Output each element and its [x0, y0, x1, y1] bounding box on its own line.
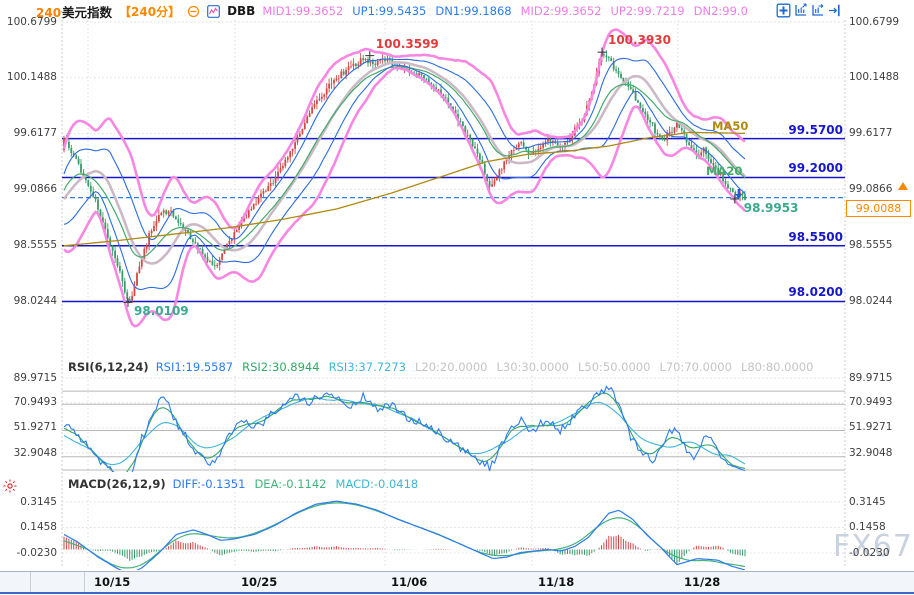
period-label: 【240分】: [119, 4, 181, 19]
macd-title: MACD(26,12,9): [68, 477, 166, 491]
indicator-value: L30:30.0000: [496, 360, 569, 374]
indicator-value: DN1:99.1868: [435, 4, 512, 18]
time-axis-bar[interactable]: [0, 571, 914, 594]
chart-toolbar: [776, 3, 842, 18]
indicator-value: DIFF:-0.1351: [172, 477, 246, 491]
indicator-value: UP2:99.7219: [610, 4, 685, 18]
indicator-name: DBB: [227, 4, 256, 18]
indicator-value: L20:20.0000: [415, 360, 488, 374]
indicator-values: MID1:99.3652 UP1:99.5435 DN1:99.1868 MID2:9…: [262, 4, 748, 18]
axis-shift-icon[interactable]: [810, 3, 825, 18]
datebar-divider: [30, 572, 31, 594]
indicator-value: L70:70.0000: [659, 360, 732, 374]
indicator-value: RSI2:30.8944: [242, 360, 320, 374]
bottom-border: [0, 592, 914, 594]
datebar-divider: [84, 572, 85, 594]
indicator-value: RSI1:19.5587: [155, 360, 234, 374]
chart-header: 美元指数 【240分】 DBB MID1:99.3652 UP1:99.5435 D…: [62, 3, 748, 20]
rsi-title: RSI(6,12,24): [68, 360, 149, 374]
watermark: FX678: [833, 529, 914, 564]
sun-icon[interactable]: [2, 478, 18, 498]
indicator-value: L50:50.0000: [577, 360, 651, 374]
collapse-panel-icon[interactable]: [827, 3, 842, 18]
indicator-chart-icon[interactable]: [207, 4, 220, 18]
rsi-values: RSI1:19.5587 RSI2:30.8944 RSI3:37.7273 L20:…: [156, 360, 814, 374]
pan-icon[interactable]: [776, 3, 791, 18]
indicator-value: MID1:99.3652: [262, 4, 344, 18]
current-price-badge: 99.0088: [846, 200, 911, 217]
indicator-value: RSI3:37.7273: [328, 360, 406, 374]
indicator-value: MID2:99.3652: [520, 4, 602, 18]
indicator-value: L80:80.0000: [740, 360, 814, 374]
indicator-value: UP1:99.5435: [352, 4, 427, 18]
rsi-header: RSI(6,12,24) RSI1:19.5587 RSI2:30.8944 RSI…: [68, 359, 814, 375]
macd-header: MACD(26,12,9) DIFF:-0.1351 DEA:-0.1142 MAC…: [68, 476, 419, 492]
indicator-value: DEA:-0.1142: [254, 477, 327, 491]
indicator-value: MACD:-0.0418: [335, 477, 419, 491]
macd-values: DIFF:-0.1351 DEA:-0.1142 MACD:-0.0418: [173, 477, 419, 491]
indicator-value: DN2:99.0: [693, 4, 748, 18]
symbol-title: 美元指数: [62, 4, 113, 20]
collapse-indicator-icon[interactable]: [187, 5, 200, 18]
axis-zoom-icon[interactable]: [793, 3, 808, 18]
